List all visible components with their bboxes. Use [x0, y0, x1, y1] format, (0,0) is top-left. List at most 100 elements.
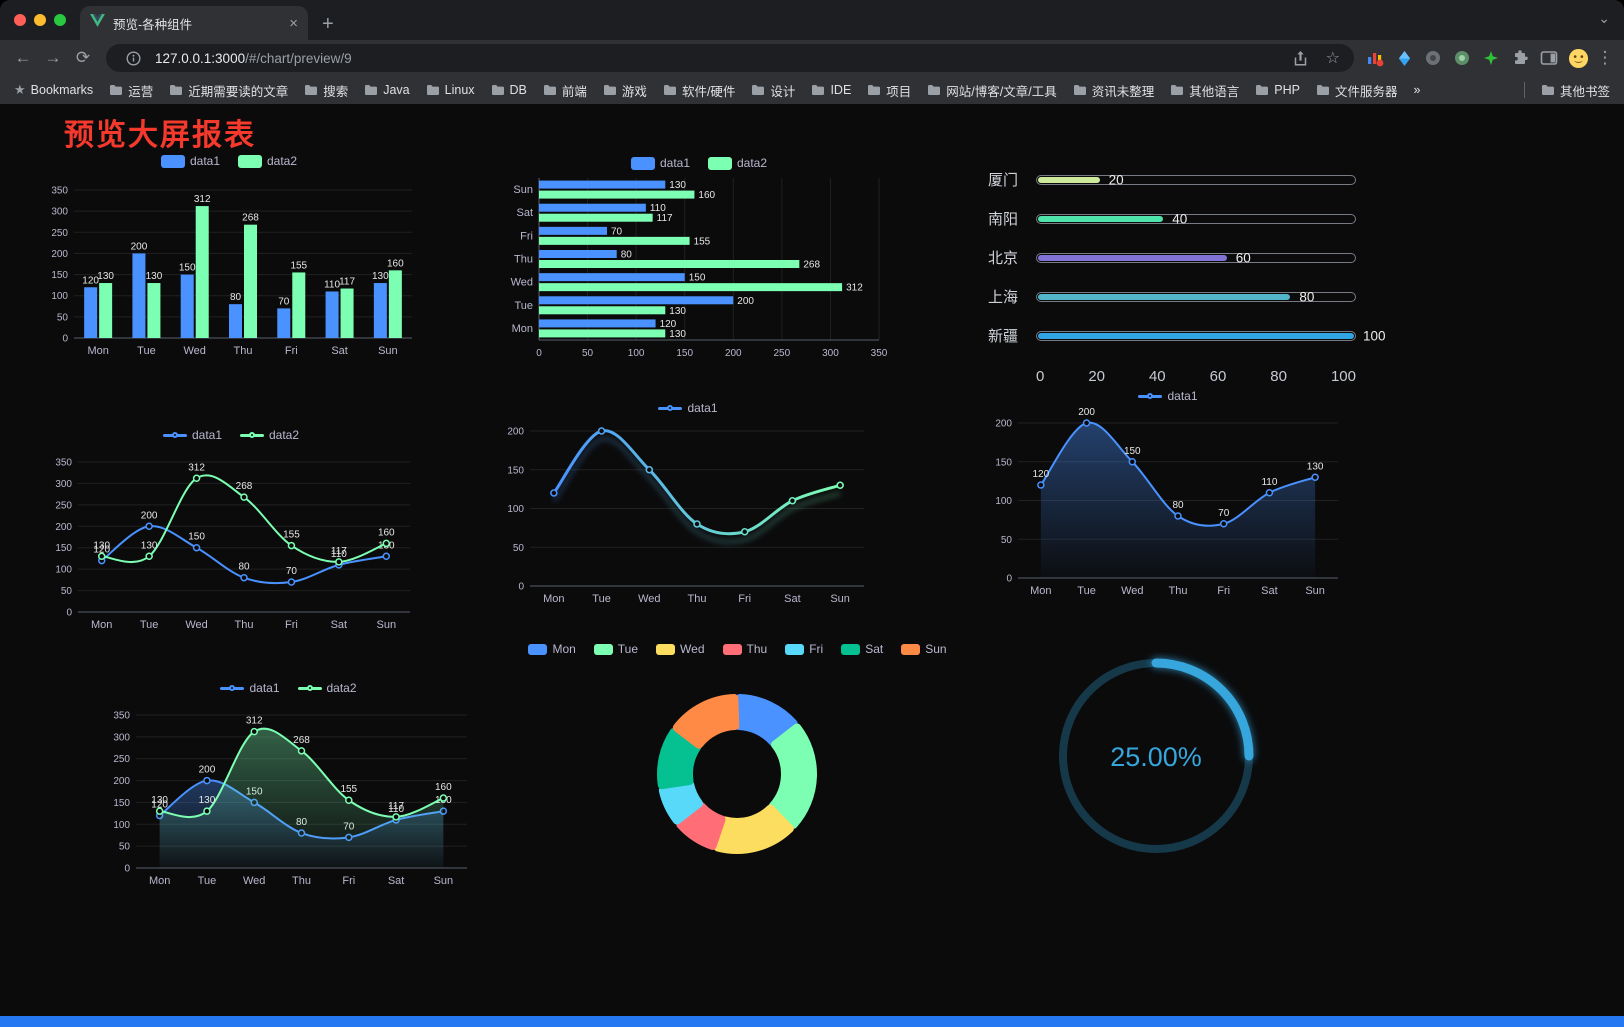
legend-marker — [656, 643, 676, 655]
svg-text:Sat: Sat — [516, 207, 533, 219]
bookmark-star-icon[interactable]: ☆ — [1325, 50, 1340, 67]
progress-track: 40 — [1036, 211, 1356, 226]
bookmark-item[interactable]: 前端 — [543, 81, 587, 100]
legend-item-Mon[interactable]: Mon — [528, 642, 576, 656]
svg-text:120: 120 — [82, 275, 99, 286]
bookmarks-star-item[interactable]: ★ Bookmarks — [14, 82, 93, 98]
bookmark-item-label: Linux — [444, 83, 475, 97]
tab-search-chevron-icon[interactable]: ⌄ — [1598, 10, 1610, 26]
bookmark-item[interactable]: 搜索 — [304, 81, 348, 100]
svg-text:312: 312 — [246, 716, 263, 727]
bookmark-item-label: 前端 — [561, 84, 587, 99]
bookmark-item-label: IDE — [830, 83, 852, 97]
new-tab-button[interactable]: + — [322, 13, 334, 35]
bookmark-item[interactable]: Linux — [426, 83, 475, 97]
back-button[interactable]: ← — [14, 48, 32, 67]
bookmark-item[interactable]: DB — [491, 83, 527, 97]
legend-item-data2[interactable]: data2 — [238, 154, 297, 168]
svg-text:Sat: Sat — [388, 875, 405, 887]
svg-text:Fri: Fri — [520, 230, 533, 242]
progress-value: 20 — [1108, 172, 1124, 187]
svg-text:50: 50 — [61, 586, 73, 597]
svg-text:130: 130 — [93, 540, 110, 551]
sidebar-toggle-icon[interactable] — [1536, 50, 1562, 66]
bookmark-item-label: 游戏 — [621, 84, 647, 99]
svg-text:350: 350 — [51, 186, 68, 197]
legend-item-Tue[interactable]: Tue — [593, 642, 638, 656]
legend-item-Sat[interactable]: Sat — [841, 642, 883, 656]
svg-text:160: 160 — [698, 190, 715, 201]
svg-text:120: 120 — [660, 319, 677, 330]
legend-item-data1[interactable]: data1 — [220, 681, 280, 695]
legend-item-data2[interactable]: data2 — [240, 428, 299, 442]
bookmark-item[interactable]: 软件/硬件 — [663, 81, 735, 100]
axis-tick-label: 40 — [1148, 368, 1166, 385]
window-close-button[interactable] — [14, 14, 26, 26]
bookmark-item[interactable]: 其他语言 — [1170, 81, 1239, 100]
browser-tab[interactable]: 预览-各种组件 × — [80, 6, 308, 40]
svg-text:120: 120 — [151, 800, 168, 811]
bookmark-item[interactable]: 近期需要读的文章 — [169, 81, 288, 100]
legend-item-Thu[interactable]: Thu — [722, 642, 767, 656]
window-minimize-button[interactable] — [34, 14, 46, 26]
legend-item-Sun[interactable]: Sun — [901, 642, 947, 656]
forward-button[interactable]: → — [44, 48, 62, 67]
share-icon[interactable] — [1288, 50, 1314, 67]
bookmark-item[interactable]: 游戏 — [603, 81, 647, 100]
extensions-puzzle-icon[interactable] — [1507, 49, 1533, 67]
folder-icon — [109, 84, 123, 96]
site-info-icon[interactable] — [120, 50, 146, 66]
address-bar[interactable]: 127.0.0.1:3000/#/chart/preview/9 ☆ — [106, 44, 1354, 72]
bookmark-item[interactable]: IDE — [811, 83, 851, 97]
progress-row-厦门: 厦门 20 — [988, 160, 1356, 199]
svg-text:Sat: Sat — [331, 619, 348, 631]
svg-text:Wed: Wed — [243, 875, 265, 887]
bookmark-item[interactable]: 设计 — [751, 81, 795, 100]
donut-canvas — [657, 694, 817, 854]
browser-menu-icon[interactable]: ⋮ — [1596, 48, 1614, 67]
extension-icon-stats[interactable] — [1362, 49, 1388, 67]
bookmark-item[interactable]: Java — [364, 83, 410, 97]
svg-text:Tue: Tue — [198, 875, 217, 887]
grouped-bar-chart: data1 data2 0 50 100 150 200 250 300 350 Mon Tue Wed… — [38, 150, 420, 362]
legend-label: Wed — [680, 642, 705, 656]
bookmark-item-label: 资讯未整理 — [1091, 84, 1155, 99]
legend-item-Fri[interactable]: Fri — [785, 642, 823, 656]
legend-item-Wed[interactable]: Wed — [656, 642, 705, 656]
other-bookmarks-item[interactable]: 其他书签 — [1541, 81, 1610, 100]
legend-item-data2[interactable]: data2 — [708, 156, 767, 170]
legend-item-data1[interactable]: data1 — [658, 401, 718, 415]
svg-text:Wed: Wed — [1121, 585, 1143, 597]
bookmark-item-label: Java — [383, 83, 410, 97]
window-zoom-button[interactable] — [54, 14, 66, 26]
extension-icon-green-star[interactable] — [1478, 50, 1504, 66]
profile-avatar[interactable] — [1565, 48, 1591, 69]
legend-item-data1[interactable]: data1 — [162, 428, 222, 442]
bookmark-item[interactable]: 资讯未整理 — [1073, 81, 1155, 100]
legend-item-data1[interactable]: data1 — [630, 156, 690, 170]
svg-text:0: 0 — [124, 864, 130, 875]
bookmark-item[interactable]: 项目 — [867, 81, 911, 100]
bookmark-item[interactable]: 网站/博客/文章/工具 — [927, 81, 1057, 100]
legend-marker — [630, 156, 655, 170]
extension-icon-green-circle[interactable] — [1449, 50, 1475, 66]
chart-legend: data1 data2 — [42, 424, 420, 446]
legend-item-data2[interactable]: data2 — [297, 681, 357, 695]
tab-close-icon[interactable]: × — [289, 14, 298, 32]
gradient-line-chart: data1 0 50 100 150 200 Mon Tue Wed Thu Fri Sat Sun — [498, 397, 878, 612]
bookmark-item[interactable]: PHP — [1255, 83, 1300, 97]
extension-icon-kite[interactable] — [1391, 50, 1417, 66]
legend-item-data1[interactable]: data1 — [1138, 389, 1198, 403]
svg-text:Sun: Sun — [830, 593, 850, 605]
svg-text:80: 80 — [230, 292, 242, 303]
extension-icon-gray-circle[interactable] — [1420, 50, 1446, 66]
svg-text:Fri: Fri — [738, 593, 751, 605]
reload-button[interactable]: ⟳ — [75, 48, 91, 67]
bookmark-item[interactable]: 运营 — [109, 81, 153, 100]
bookmark-item[interactable]: 文件服务器 — [1316, 81, 1397, 100]
bookmark-item-label: 运营 — [128, 84, 154, 99]
legend-item-data1[interactable]: data1 — [160, 154, 220, 168]
folder-icon — [169, 84, 183, 96]
bookmarks-overflow-chevron[interactable]: » — [1413, 83, 1421, 97]
